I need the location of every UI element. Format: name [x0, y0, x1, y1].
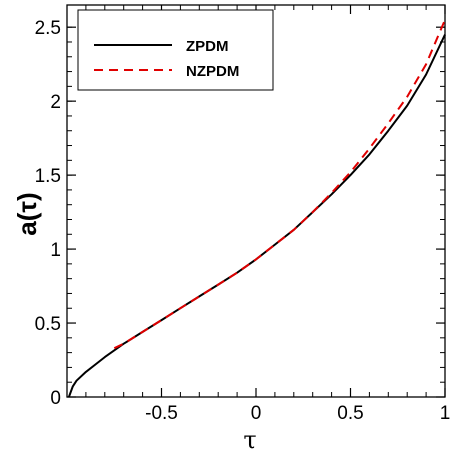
y-tick-label: 0.5	[35, 314, 61, 335]
series-line-zpdm	[67, 34, 446, 398]
x-axis-title: τ	[243, 426, 256, 454]
plot-area	[66, 4, 446, 398]
series-lines	[67, 19, 446, 398]
y-tick-label: 1	[50, 240, 61, 261]
y-tick-label: 2	[50, 92, 61, 113]
y-tick-label: 0	[50, 388, 61, 409]
legend-box	[77, 9, 274, 91]
x-tick-label: -0.5	[145, 403, 178, 424]
x-tick-label: 0.5	[337, 403, 363, 424]
y-axis-title: a(τ)	[12, 192, 42, 235]
legend: ZPDM NZPDM	[77, 9, 274, 91]
legend-label-zpdm: ZPDM	[186, 38, 229, 55]
x-tick-label: 1	[440, 403, 451, 424]
legend-label-nzpdm: NZPDM	[186, 63, 239, 80]
x-tick-label: 0	[251, 403, 262, 424]
tick-labels: -0.5 0 0.5 1 0 0.5 1 1.5 2 2.5	[35, 18, 451, 424]
y-tick-label: 1.5	[35, 166, 61, 187]
y-tick-label: 2.5	[35, 18, 61, 39]
